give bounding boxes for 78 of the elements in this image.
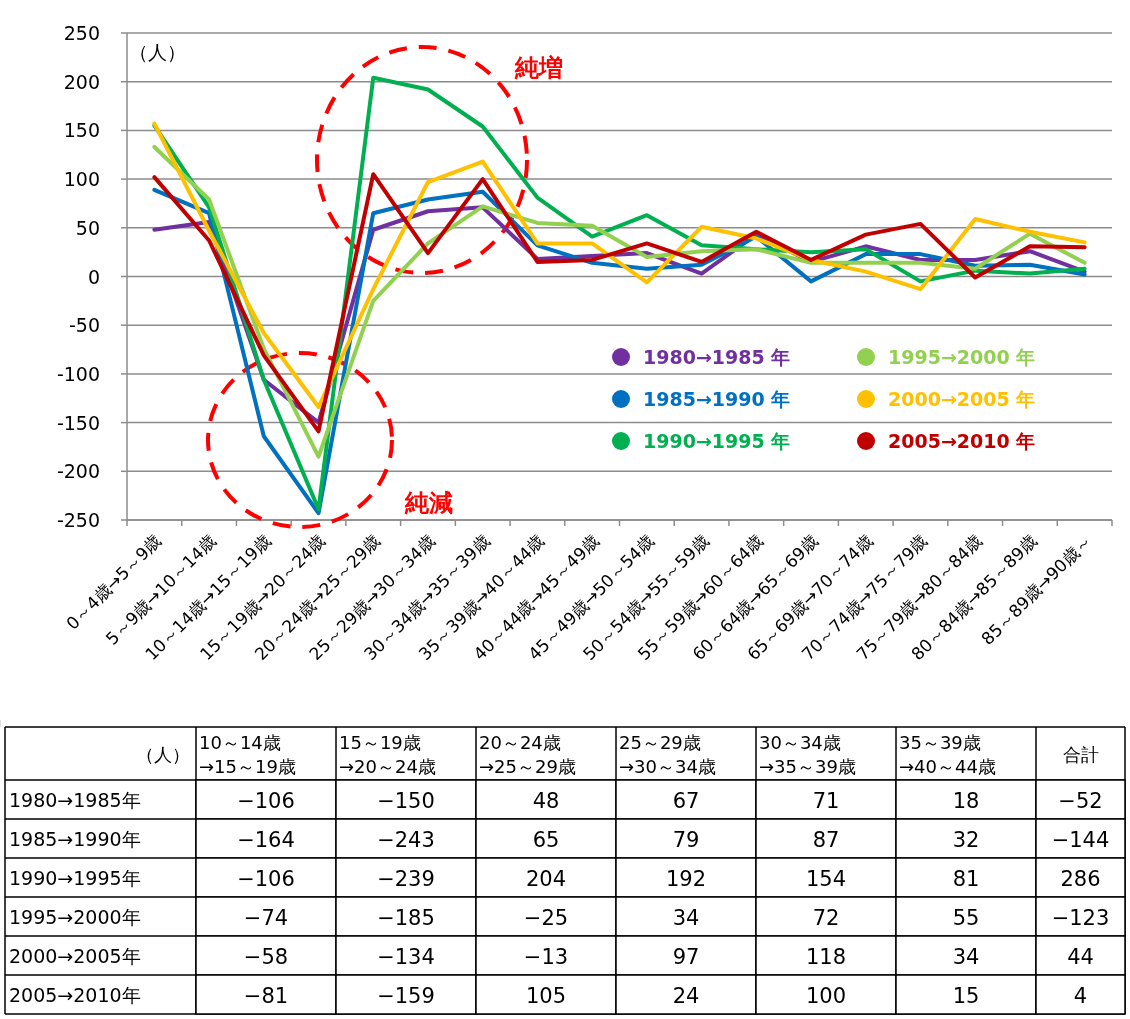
data-label: −123: [1051, 906, 1110, 930]
data-label: 105: [525, 984, 567, 1008]
data-label: 65: [532, 828, 560, 852]
data-label: −74: [243, 906, 289, 930]
data-label: 72: [812, 906, 840, 930]
data-label: 15: [952, 984, 980, 1008]
data-label: 192: [665, 867, 707, 891]
x-tick-label: 20～24歳→25～29歳: [479, 732, 576, 777]
y-tick-label: 200: [63, 70, 100, 93]
line-series: [152, 121, 1087, 410]
x-tick-label: 25～29歳→30～34歳: [619, 732, 716, 777]
x-tick-label: 30～34歳→35～39歳: [759, 732, 856, 777]
y-tick-label: -50: [68, 314, 100, 337]
data-label: −58: [243, 945, 289, 969]
data-label: −144: [1051, 828, 1110, 852]
data-label: 44: [1067, 945, 1094, 969]
legend-label: 1980→1985 年: [643, 346, 791, 368]
y-tick-label: 0: [87, 265, 100, 288]
y-tick-label: 150: [63, 119, 100, 142]
y-tick-label: 1980→1985年: [9, 789, 141, 811]
x-tick-label: 10～14歳→15～19歳: [199, 732, 296, 777]
data-label: −164: [237, 828, 295, 852]
y-tick-label: 250: [63, 22, 100, 44]
data-label: −159: [377, 984, 435, 1008]
y-axis-title: （人）: [129, 41, 186, 63]
y-tick-label: 1985→1990年: [9, 828, 141, 850]
data-label: 286: [1060, 867, 1101, 891]
data-label: −52: [1058, 789, 1103, 813]
annotation: 純増: [514, 54, 563, 82]
data-label: 55: [952, 906, 980, 930]
data-label: −185: [377, 906, 435, 930]
y-tick-label: -250: [56, 509, 100, 531]
x-tick-label: 合計: [1062, 744, 1099, 765]
data-label: 24: [672, 984, 700, 1008]
y-tick-label: 2005→2010年: [9, 984, 141, 1006]
data-label: 118: [805, 945, 847, 969]
data-label: −106: [237, 789, 295, 813]
data-label: −150: [377, 789, 435, 813]
data-label: 79: [672, 828, 700, 852]
data-label: 4: [1073, 984, 1088, 1008]
y-tick-label: -150: [56, 411, 100, 434]
x-tick-label: 15～19歳→20～24歳: [339, 732, 436, 777]
chart-title: （人）: [136, 744, 190, 765]
data-label: −81: [243, 984, 289, 1008]
legend-label: 1995→2000 年: [888, 346, 1036, 368]
data-label: 67: [672, 789, 700, 813]
data-label: 154: [805, 867, 847, 891]
x-tick-label: 35～39歳→40～44歳: [899, 732, 996, 777]
data-label: 87: [812, 828, 840, 852]
data-label: −243: [377, 828, 435, 852]
legend-label: 1985→1990 年: [643, 388, 791, 410]
legend-label: 1990→1995 年: [643, 430, 791, 452]
legend-label: 2000→2005 年: [888, 388, 1036, 410]
data-label: 81: [952, 867, 980, 891]
data-label: 97: [672, 945, 700, 969]
y-tick-label: 1990→1995年: [9, 867, 141, 889]
data-label: 18: [952, 789, 980, 813]
y-tick-label: 100: [63, 168, 100, 191]
data-label: 48: [532, 789, 560, 813]
legend-label: 2005→2010 年: [888, 430, 1036, 452]
data-label: 34: [952, 945, 980, 969]
data-label: −239: [377, 867, 435, 891]
annotation: 純減: [404, 489, 453, 517]
data-label: 32: [952, 828, 980, 852]
data-label: 204: [525, 867, 567, 891]
data-label: 34: [672, 906, 700, 930]
y-tick-label: -200: [56, 460, 100, 483]
data-label: −13: [523, 945, 569, 969]
y-tick-label: 1995→2000年: [9, 906, 141, 928]
data-label: −25: [523, 906, 569, 930]
data-label: −134: [377, 945, 435, 969]
data-label: 100: [805, 984, 847, 1008]
data-label: −106: [237, 867, 295, 891]
y-tick-label: 2000→2005年: [9, 945, 141, 967]
y-tick-label: -100: [56, 362, 100, 385]
y-tick-label: 50: [75, 216, 100, 239]
line-series: [152, 172, 1087, 434]
data-label: 71: [812, 789, 840, 813]
